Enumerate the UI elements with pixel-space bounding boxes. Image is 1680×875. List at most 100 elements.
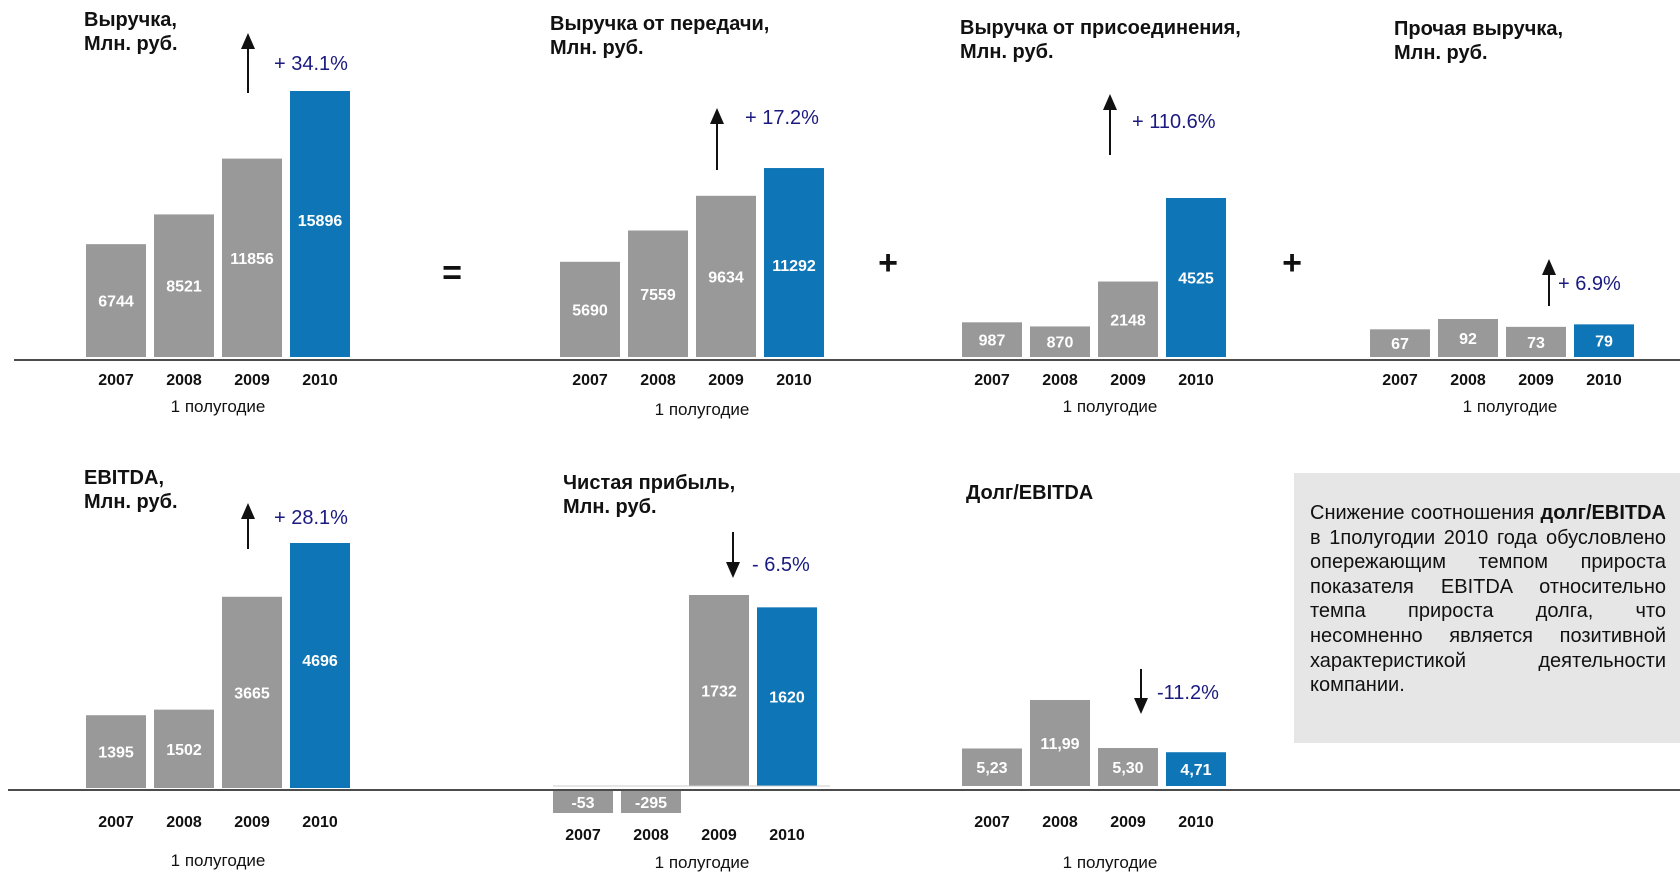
revenue-tick-label: 2010	[302, 372, 338, 389]
transmission-revenue-value-label: 11292	[772, 258, 816, 275]
other-revenue-value-label: 67	[1391, 336, 1409, 353]
connection-revenue-bar	[962, 322, 1022, 357]
connection-revenue-tick-label: 2009	[1110, 372, 1146, 389]
connection-revenue-value-label: 987	[979, 333, 1006, 350]
ebitda-change-arrow-head	[241, 503, 255, 519]
revenue-tick-label: 2009	[234, 372, 270, 389]
net-profit-value-label: 1620	[769, 690, 805, 707]
debt-ebitda-bar	[1030, 700, 1090, 786]
net-profit-tick-label: 2010	[769, 827, 805, 844]
connection-revenue-value-label: 870	[1047, 335, 1074, 352]
ebitda-tick-label: 2007	[98, 814, 134, 831]
ebitda-value-label: 4696	[302, 653, 338, 670]
debt-ebitda-change-arrow-head	[1134, 698, 1148, 714]
transmission-revenue-change-label: + 17.2%	[745, 107, 819, 129]
commentary-box: Снижение соотношения долг/EBITDA в 1полу…	[1294, 473, 1680, 743]
revenue-title: Выручка,	[84, 9, 177, 31]
ebitda-tick-label: 2010	[302, 814, 338, 831]
commentary-text-emphasis: долг/EBITDA	[1540, 502, 1666, 524]
transmission-revenue-change-arrow-head	[710, 108, 724, 124]
revenue-value-label: 15896	[298, 213, 343, 230]
debt-ebitda-value-label: 11,99	[1040, 736, 1079, 753]
other-revenue-value-label: 73	[1527, 335, 1545, 352]
revenue-tick-label: 2008	[166, 372, 202, 389]
transmission-revenue-bar	[628, 230, 688, 357]
debt-ebitda-tick-label: 2009	[1110, 814, 1146, 831]
debt-ebitda-tick-label: 2008	[1042, 814, 1078, 831]
net-profit-title: Млн. руб.	[563, 496, 657, 518]
transmission-revenue-value-label: 9634	[708, 269, 744, 286]
other-revenue-bar	[1574, 324, 1634, 357]
other-revenue-tick-label: 2008	[1450, 372, 1486, 389]
ebitda-bar	[154, 709, 214, 788]
ebitda-change-label: + 28.1%	[274, 507, 348, 529]
other-revenue-bar	[1438, 319, 1498, 357]
ebitda-period-label: 1 полугодие	[171, 851, 266, 870]
revenue-change-arrow-head	[241, 33, 255, 49]
net-profit-bar	[689, 595, 749, 786]
ebitda-tick-label: 2009	[234, 814, 270, 831]
other-revenue-value-label: 79	[1595, 334, 1613, 351]
revenue-tick-label: 2007	[98, 372, 134, 389]
transmission-revenue-period-label: 1 полугодие	[655, 400, 750, 419]
debt-ebitda-change-label: -11.2%	[1157, 682, 1219, 704]
connection-revenue-bar	[1030, 326, 1090, 357]
net-profit-value-label: -53	[571, 795, 594, 812]
other-revenue-title: Млн. руб.	[1394, 42, 1488, 64]
debt-ebitda-bar	[1166, 752, 1226, 786]
net-profit-tick-label: 2008	[633, 827, 669, 844]
transmission-revenue-bar	[560, 261, 620, 357]
other-revenue-change-arrow-head	[1542, 259, 1556, 275]
ebitda-bar	[290, 543, 350, 788]
debt-ebitda-value-label: 5,30	[1112, 760, 1143, 777]
connection-revenue-bar	[1166, 198, 1226, 357]
plus-sign: +	[878, 244, 898, 282]
connection-revenue-title: Выручка от присоединения,	[960, 17, 1241, 39]
revenue-change-label: + 34.1%	[274, 53, 348, 75]
commentary-text: Снижение соотношения долг/EBITDA в 1полу…	[1310, 501, 1666, 698]
other-revenue-bar	[1370, 329, 1430, 357]
debt-ebitda-tick-label: 2007	[974, 814, 1010, 831]
transmission-revenue-value-label: 5690	[572, 302, 608, 319]
transmission-revenue-bar	[696, 195, 756, 357]
other-revenue-tick-label: 2007	[1382, 372, 1418, 389]
net-profit-bar	[757, 607, 817, 786]
revenue-title: Млн. руб.	[84, 33, 178, 55]
revenue-bar	[290, 91, 350, 357]
transmission-revenue-tick-label: 2007	[572, 372, 608, 389]
debt-ebitda-bar	[962, 748, 1022, 786]
debt-ebitda-value-label: 4,71	[1180, 762, 1211, 779]
net-profit-title: Чистая прибыль,	[563, 472, 735, 494]
debt-ebitda-bar	[1098, 747, 1158, 786]
ebitda-title: Млн. руб.	[84, 491, 178, 513]
transmission-revenue-tick-label: 2010	[776, 372, 812, 389]
equals-sign: =	[442, 254, 462, 292]
connection-revenue-period-label: 1 полугодие	[1063, 397, 1158, 416]
transmission-revenue-value-label: 7559	[640, 287, 676, 304]
other-revenue-value-label: 92	[1459, 331, 1477, 348]
connection-revenue-change-label: + 110.6%	[1132, 111, 1216, 133]
revenue-bar	[154, 214, 214, 357]
ebitda-value-label: 1395	[98, 745, 134, 762]
transmission-revenue-title: Млн. руб.	[550, 37, 644, 59]
net-profit-tick-label: 2007	[565, 827, 601, 844]
revenue-period-label: 1 полугодие	[171, 397, 266, 416]
revenue-bar	[222, 158, 282, 357]
transmission-revenue-title: Выручка от передачи,	[550, 13, 769, 35]
connection-revenue-bar	[1098, 281, 1158, 357]
other-revenue-title: Прочая выручка,	[1394, 18, 1563, 40]
other-revenue-bar	[1506, 326, 1566, 357]
net-profit-bar	[621, 791, 681, 813]
ebitda-value-label: 1502	[166, 742, 202, 759]
other-revenue-period-label: 1 полугодие	[1463, 397, 1558, 416]
ebitda-value-label: 3665	[234, 685, 270, 702]
net-profit-change-label: - 6.5%	[752, 554, 810, 576]
net-profit-period-label: 1 полугодие	[655, 853, 750, 872]
other-revenue-tick-label: 2009	[1518, 372, 1554, 389]
transmission-revenue-tick-label: 2008	[640, 372, 676, 389]
debt-ebitda-tick-label: 2010	[1178, 814, 1214, 831]
net-profit-value-label: -295	[635, 795, 667, 812]
revenue-value-label: 8521	[166, 279, 202, 296]
transmission-revenue-tick-label: 2009	[708, 372, 744, 389]
